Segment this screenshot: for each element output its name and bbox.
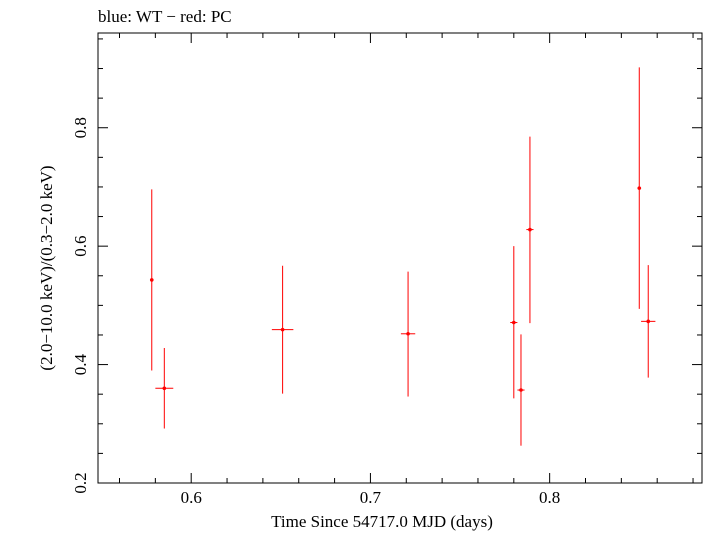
data-point-marker xyxy=(512,320,516,325)
plot-frame xyxy=(97,32,703,484)
plot-layer: 0.6 0.7 0.8 0.2 0.4 0.6 0.8 xyxy=(71,33,702,507)
data-point-marker xyxy=(519,388,523,392)
data-point-marker xyxy=(637,186,642,190)
data-point-marker xyxy=(280,327,285,332)
y-tick-label: 0.8 xyxy=(71,117,90,138)
data-point-marker xyxy=(162,386,167,391)
x-tick-label: 0.7 xyxy=(360,488,382,507)
y-tick-label: 0.2 xyxy=(71,472,90,493)
data-point-marker xyxy=(149,278,154,282)
x-tick-label: 0.6 xyxy=(181,488,202,507)
y-axis-label: (2.0−10.0 keV)/(0.3−2.0 keV) xyxy=(37,165,56,370)
data-point-marker xyxy=(646,319,651,324)
x-tick-label: 0.8 xyxy=(539,488,560,507)
y-tick-label: 0.6 xyxy=(71,236,90,257)
data-point-marker xyxy=(406,331,410,336)
chart-title: blue: WT − red: PC xyxy=(98,7,232,26)
data-point-marker xyxy=(528,227,532,232)
y-tick-label: 0.4 xyxy=(71,353,90,375)
x-axis-label: Time Since 54717.0 MJD (days) xyxy=(271,512,493,531)
